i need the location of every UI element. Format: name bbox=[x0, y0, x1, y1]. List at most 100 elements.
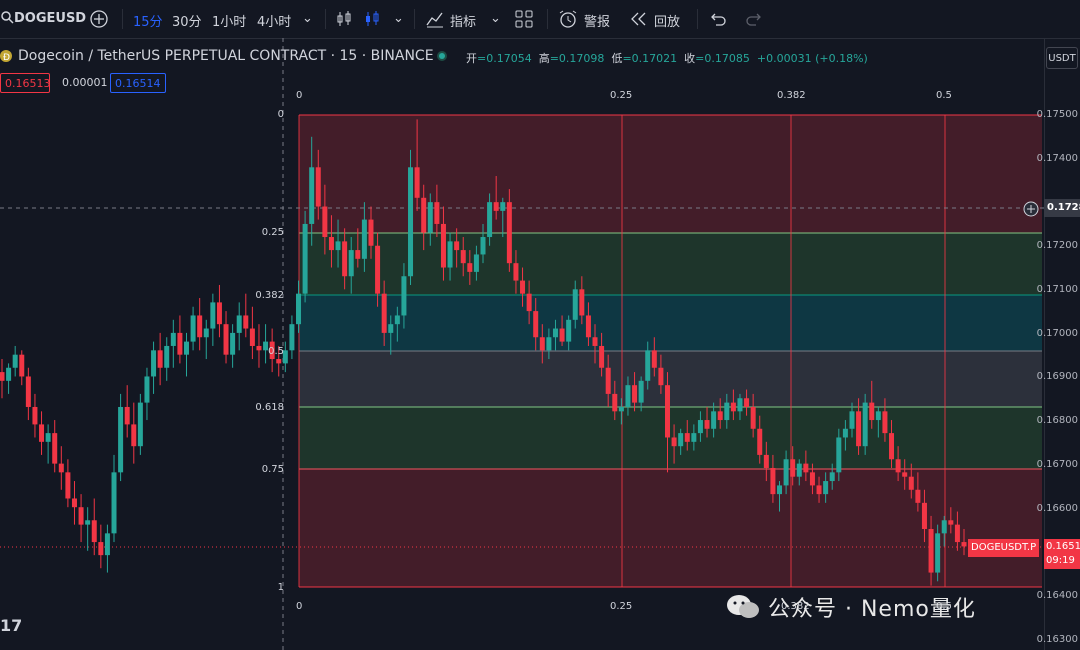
doge-logo-icon: Ð bbox=[0, 48, 14, 67]
close-label: 收 bbox=[684, 52, 696, 65]
candle-body bbox=[401, 276, 407, 316]
fib-time-025-bottom: 0.25 bbox=[610, 601, 633, 612]
candle-body bbox=[539, 337, 545, 351]
high-label: 高 bbox=[538, 52, 550, 65]
candle-body bbox=[487, 202, 493, 238]
candle-body bbox=[335, 241, 341, 251]
candle-body bbox=[566, 319, 572, 342]
replay-icon[interactable] bbox=[628, 8, 650, 30]
candle-body bbox=[190, 315, 196, 342]
candle-body bbox=[296, 293, 302, 325]
candle-body bbox=[948, 520, 954, 525]
candle-body bbox=[777, 485, 783, 495]
candle-body bbox=[533, 311, 539, 338]
alarm-clock-icon[interactable] bbox=[557, 8, 579, 30]
bar-style-icon[interactable] bbox=[334, 8, 356, 30]
candle-body bbox=[236, 315, 242, 333]
fib-time-05-bottom: 0.5 bbox=[936, 601, 952, 612]
indicators-button[interactable]: 指标 bbox=[450, 15, 477, 30]
candle-body bbox=[928, 528, 934, 573]
candle-body bbox=[552, 328, 558, 338]
candle-body bbox=[39, 424, 45, 442]
candle-body bbox=[684, 433, 690, 442]
interval-4h[interactable]: 4小时 bbox=[257, 15, 292, 30]
candle-body bbox=[671, 437, 677, 447]
candle-body bbox=[183, 341, 189, 355]
interval-15m[interactable]: 15分 bbox=[133, 15, 163, 30]
candle-body bbox=[361, 219, 367, 259]
candle-body bbox=[572, 289, 578, 320]
candle-style-icon[interactable] bbox=[362, 8, 384, 30]
candle-body bbox=[19, 354, 25, 377]
candle-body bbox=[342, 241, 348, 277]
candle-body bbox=[856, 411, 862, 447]
add-symbol-icon[interactable] bbox=[88, 8, 110, 30]
candle-body bbox=[58, 463, 64, 473]
price-tick: 0.17000 bbox=[1036, 328, 1078, 339]
fib-zone bbox=[299, 351, 1042, 407]
undo-icon[interactable] bbox=[707, 8, 729, 30]
candle-body bbox=[889, 433, 895, 460]
candle-body bbox=[216, 302, 222, 325]
candle-body bbox=[711, 411, 717, 429]
redo-icon[interactable] bbox=[743, 8, 765, 30]
price-tick: 0.16600 bbox=[1036, 503, 1078, 514]
interval-1h[interactable]: 1小时 bbox=[212, 15, 247, 30]
candle-body bbox=[513, 263, 519, 281]
price-tick: 0.17200 bbox=[1036, 240, 1078, 251]
candle-body bbox=[454, 241, 460, 251]
search-icon[interactable] bbox=[0, 10, 14, 24]
candle-body bbox=[131, 424, 137, 447]
top-toolbar: DOGEUSD 15分 30分 1小时 4小时 ⌄ ⌄ 指标 ⌄ 警报 回放 bbox=[0, 0, 1080, 39]
chevron-down-icon[interactable]: ⌄ bbox=[302, 11, 313, 26]
candle-body bbox=[421, 197, 427, 233]
candle-body bbox=[849, 411, 855, 429]
candle-body bbox=[355, 250, 361, 259]
interval-30m[interactable]: 30分 bbox=[172, 15, 202, 30]
candle-body bbox=[210, 302, 216, 329]
crosshair-price-label: 0.17280 bbox=[1044, 199, 1080, 217]
candle-body bbox=[473, 254, 479, 272]
open-label: 开 bbox=[466, 52, 477, 65]
candle-body bbox=[408, 167, 414, 277]
chevron-down-icon[interactable]: ⌄ bbox=[490, 11, 501, 26]
candle-body bbox=[895, 459, 901, 473]
chart-canvas[interactable] bbox=[0, 38, 1080, 650]
candle-body bbox=[203, 328, 209, 338]
candle-body bbox=[875, 411, 881, 421]
candle-body bbox=[263, 341, 269, 351]
currency-button[interactable]: USDT bbox=[1046, 47, 1078, 69]
candle-body bbox=[151, 350, 157, 377]
change-value: +0.00031 (+0.18%) bbox=[756, 52, 868, 65]
fib-time-0-top: 0 bbox=[296, 90, 303, 101]
price-tick: 0.17400 bbox=[1036, 153, 1078, 164]
chevron-down-icon[interactable]: ⌄ bbox=[393, 11, 404, 26]
replay-button[interactable]: 回放 bbox=[654, 15, 681, 30]
candle-body bbox=[599, 345, 605, 368]
candle-body bbox=[460, 250, 466, 264]
indicators-icon[interactable] bbox=[424, 8, 446, 30]
candle-body bbox=[223, 324, 229, 355]
layout-grid-icon[interactable] bbox=[513, 8, 535, 30]
candle-body bbox=[816, 485, 822, 495]
candle-body bbox=[658, 367, 664, 386]
low-value: =0.17021 bbox=[622, 52, 678, 65]
add-alert-plus-icon[interactable] bbox=[1022, 200, 1040, 221]
candle-body bbox=[691, 433, 697, 442]
candle-body bbox=[961, 542, 967, 547]
fib-zone bbox=[299, 233, 1042, 295]
candle-body bbox=[612, 393, 618, 412]
candle-body bbox=[177, 332, 183, 355]
market-status-icon bbox=[436, 50, 448, 65]
candle-body bbox=[144, 376, 150, 403]
buy-price-button[interactable]: 0.16514 bbox=[110, 73, 166, 93]
symbol-search[interactable]: DOGEUSD bbox=[14, 11, 87, 26]
candle-body bbox=[763, 454, 769, 468]
watermark: 公众号 · Nemo量化 bbox=[726, 591, 976, 626]
alert-button[interactable]: 警报 bbox=[584, 15, 611, 30]
sell-price-button[interactable]: 0.16513 bbox=[0, 73, 51, 93]
spread-value: 0.00001 bbox=[62, 76, 108, 89]
candle-body bbox=[915, 489, 921, 503]
candle-body bbox=[737, 398, 743, 412]
fib-level-075: 0.75 bbox=[261, 464, 284, 475]
